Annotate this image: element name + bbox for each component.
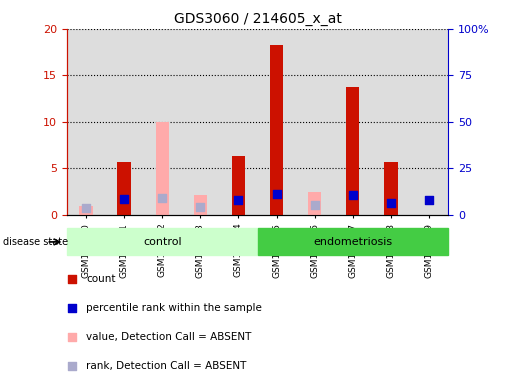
Bar xyxy=(258,228,448,255)
Text: endometriosis: endometriosis xyxy=(313,237,392,247)
Point xyxy=(82,205,90,211)
Text: count: count xyxy=(86,274,115,285)
Text: control: control xyxy=(143,237,182,247)
Text: value, Detection Call = ABSENT: value, Detection Call = ABSENT xyxy=(86,332,251,342)
Point xyxy=(120,196,128,202)
Point xyxy=(311,202,319,208)
Point xyxy=(425,197,433,203)
Bar xyxy=(410,29,448,215)
Point xyxy=(68,334,76,340)
Bar xyxy=(258,29,296,215)
Bar xyxy=(334,29,372,215)
Bar xyxy=(67,29,105,215)
Point xyxy=(158,195,166,201)
Bar xyxy=(308,192,321,215)
Point xyxy=(349,192,357,199)
Point xyxy=(68,276,76,283)
Bar xyxy=(143,29,181,215)
Bar xyxy=(181,29,219,215)
Title: GDS3060 / 214605_x_at: GDS3060 / 214605_x_at xyxy=(174,12,341,26)
Bar xyxy=(105,29,143,215)
Point xyxy=(196,204,204,210)
Bar xyxy=(67,228,258,255)
Bar xyxy=(194,195,207,215)
Text: disease state: disease state xyxy=(3,237,67,247)
Point xyxy=(234,197,243,203)
Bar xyxy=(270,45,283,215)
Bar xyxy=(219,29,258,215)
Bar xyxy=(232,156,245,215)
Bar xyxy=(156,122,169,215)
Bar xyxy=(384,162,398,215)
Bar xyxy=(79,206,93,215)
Point xyxy=(387,200,395,206)
Point xyxy=(272,190,281,197)
Point xyxy=(68,362,76,369)
Bar xyxy=(296,29,334,215)
Text: percentile rank within the sample: percentile rank within the sample xyxy=(86,303,262,313)
Point xyxy=(68,305,76,311)
Bar xyxy=(117,162,131,215)
Bar xyxy=(346,88,359,215)
Bar xyxy=(372,29,410,215)
Text: rank, Detection Call = ABSENT: rank, Detection Call = ABSENT xyxy=(86,361,246,371)
